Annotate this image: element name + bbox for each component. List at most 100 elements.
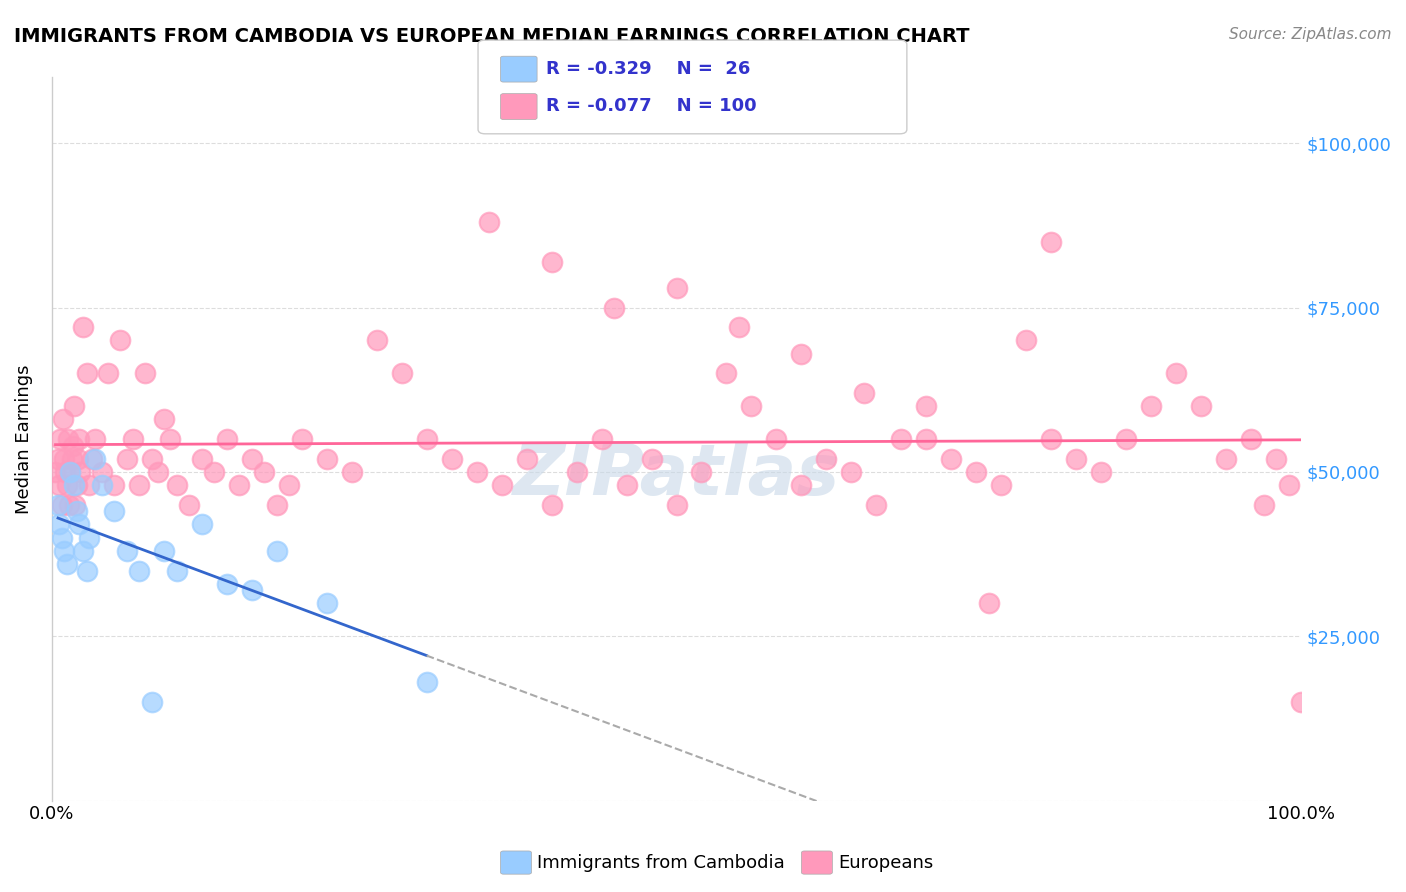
- Point: [76, 366, 98, 380]
- Point: [215, 432, 238, 446]
- Point: [740, 399, 762, 413]
- Point: [915, 399, 938, 413]
- Point: [790, 478, 813, 492]
- Point: [440, 451, 463, 466]
- Point: [278, 478, 301, 492]
- Point: [63, 399, 86, 413]
- Point: [51, 498, 73, 512]
- Point: [190, 451, 212, 466]
- Text: Immigrants from Cambodia: Immigrants from Cambodia: [537, 854, 785, 871]
- Point: [62, 439, 84, 453]
- Point: [141, 451, 163, 466]
- Point: [491, 478, 513, 492]
- Point: [179, 498, 201, 512]
- Point: [690, 465, 713, 479]
- Point: [852, 386, 875, 401]
- Point: [291, 432, 314, 446]
- Point: [72, 543, 94, 558]
- Point: [103, 478, 125, 492]
- Point: [815, 451, 838, 466]
- Point: [122, 432, 145, 446]
- Point: [228, 478, 250, 492]
- Point: [1090, 465, 1112, 479]
- Point: [166, 564, 188, 578]
- Point: [591, 432, 613, 446]
- Text: R = -0.077    N = 100: R = -0.077 N = 100: [546, 97, 756, 115]
- Text: Europeans: Europeans: [838, 854, 934, 871]
- Point: [1240, 432, 1263, 446]
- Text: Source: ZipAtlas.com: Source: ZipAtlas.com: [1229, 27, 1392, 42]
- Point: [790, 346, 813, 360]
- Point: [890, 432, 912, 446]
- Point: [965, 465, 987, 479]
- Point: [90, 478, 112, 492]
- Point: [90, 465, 112, 479]
- Point: [977, 596, 1000, 610]
- Point: [60, 451, 83, 466]
- Point: [1140, 399, 1163, 413]
- Point: [159, 432, 181, 446]
- Point: [865, 498, 887, 512]
- Point: [516, 451, 538, 466]
- Point: [76, 564, 98, 578]
- Point: [1265, 451, 1288, 466]
- Point: [66, 478, 89, 492]
- Point: [80, 451, 103, 466]
- Point: [841, 465, 863, 479]
- Point: [166, 478, 188, 492]
- Point: [540, 254, 562, 268]
- Point: [603, 301, 626, 315]
- Point: [56, 432, 79, 446]
- Point: [215, 576, 238, 591]
- Point: [240, 583, 263, 598]
- Point: [66, 451, 89, 466]
- Point: [84, 451, 107, 466]
- Point: [67, 432, 90, 446]
- Point: [1166, 366, 1188, 380]
- Point: [240, 451, 263, 466]
- Point: [465, 465, 488, 479]
- Point: [44, 465, 66, 479]
- Point: [765, 432, 787, 446]
- Point: [640, 451, 662, 466]
- Point: [1115, 432, 1137, 446]
- Point: [1278, 478, 1301, 492]
- Point: [990, 478, 1012, 492]
- Point: [565, 465, 588, 479]
- Point: [1040, 432, 1063, 446]
- Point: [55, 478, 77, 492]
- Point: [53, 543, 76, 558]
- Point: [1066, 451, 1088, 466]
- Point: [77, 531, 100, 545]
- Point: [153, 543, 176, 558]
- Point: [115, 451, 138, 466]
- Point: [315, 596, 337, 610]
- Point: [716, 366, 738, 380]
- Point: [1040, 235, 1063, 249]
- Point: [540, 498, 562, 512]
- Point: [1291, 695, 1313, 709]
- Text: R = -0.329    N =  26: R = -0.329 N = 26: [546, 60, 749, 78]
- Point: [915, 432, 938, 446]
- Point: [1015, 334, 1038, 348]
- Point: [51, 531, 73, 545]
- Point: [266, 498, 288, 512]
- Point: [115, 543, 138, 558]
- Point: [63, 478, 86, 492]
- Point: [266, 543, 288, 558]
- Point: [55, 465, 77, 479]
- Point: [665, 281, 688, 295]
- Point: [941, 451, 963, 466]
- Point: [48, 478, 70, 492]
- Point: [134, 366, 156, 380]
- Point: [665, 498, 688, 512]
- Text: IMMIGRANTS FROM CAMBODIA VS EUROPEAN MEDIAN EARNINGS CORRELATION CHART: IMMIGRANTS FROM CAMBODIA VS EUROPEAN MED…: [14, 27, 970, 45]
- Point: [59, 465, 82, 479]
- Point: [1215, 451, 1237, 466]
- Point: [77, 478, 100, 492]
- Point: [49, 432, 72, 446]
- Point: [48, 517, 70, 532]
- Point: [52, 412, 75, 426]
- Point: [728, 320, 751, 334]
- Point: [391, 366, 413, 380]
